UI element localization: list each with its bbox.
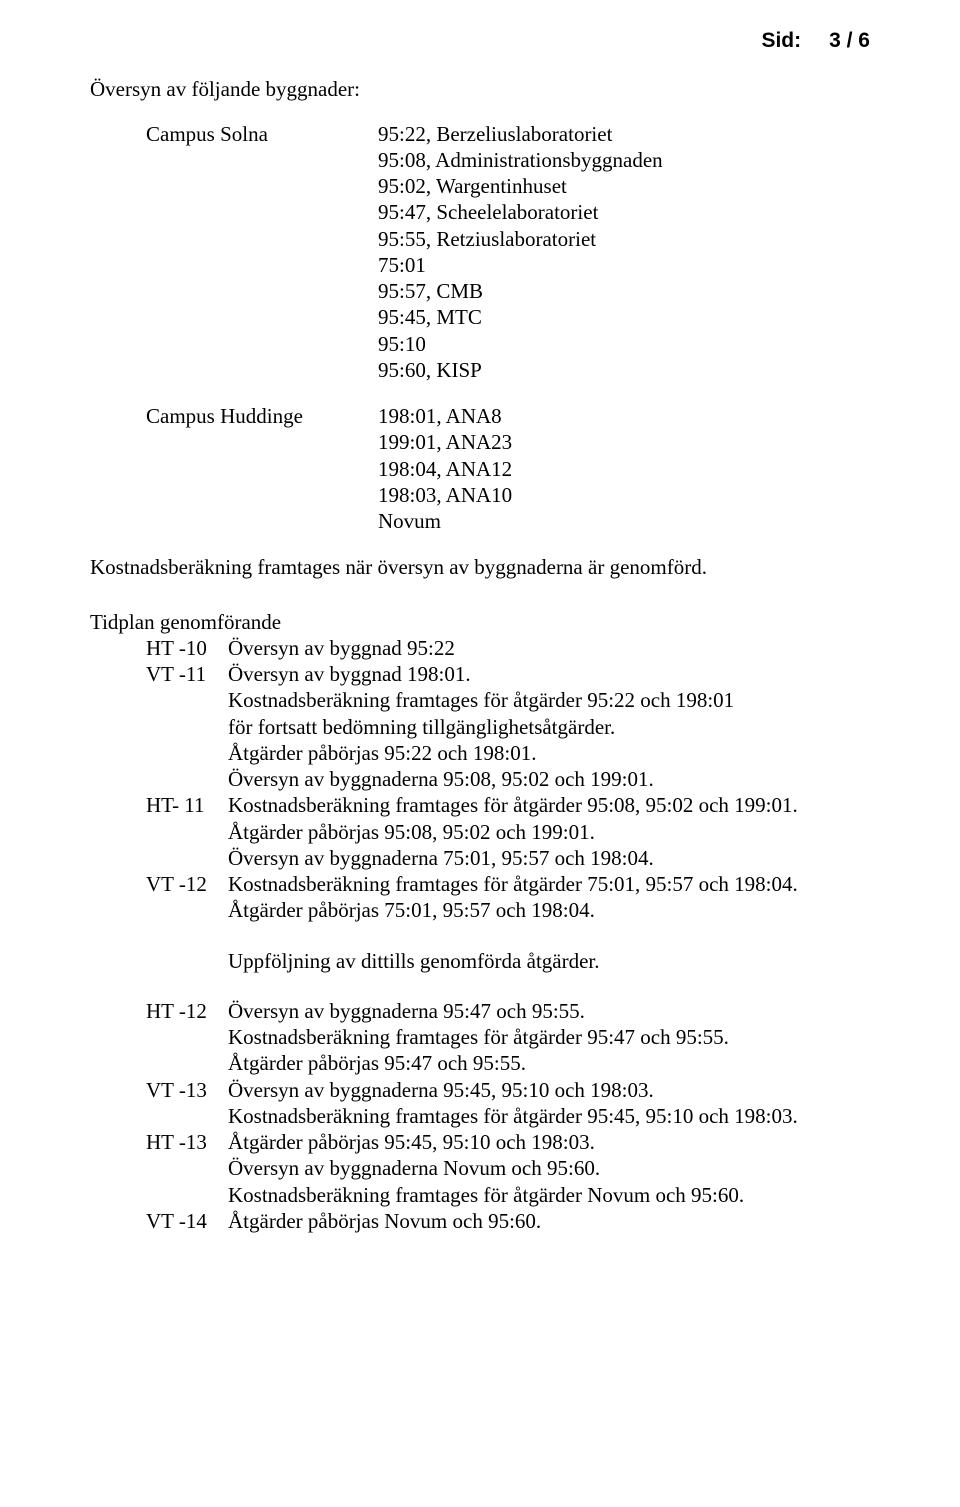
- list-item: 95:60, KISP: [378, 357, 870, 383]
- list-item: 95:55, Retziuslaboratoriet: [378, 226, 870, 252]
- list-item: 199:01, ANA23: [378, 429, 870, 455]
- timeline-line: Översyn av byggnaderna 95:47 och 95:55.: [228, 998, 870, 1024]
- list-item: 95:10: [378, 331, 870, 357]
- timeline-line: Översyn av byggnaderna 75:01, 95:57 och …: [228, 845, 870, 871]
- timeline-line: Kostnadsberäkning framtages för åtgärder…: [228, 687, 870, 713]
- followup-row: Uppföljning av dittills genomförda åtgär…: [146, 948, 870, 974]
- list-item: 95:02, Wargentinhuset: [378, 173, 870, 199]
- group-huddinge-name: Campus Huddinge: [146, 403, 366, 534]
- timeline-title: Tidplan genomförande: [90, 609, 870, 635]
- timeline-row: HT -10 Översyn av byggnad 95:22: [146, 635, 870, 661]
- timeline-line: Översyn av byggnad 198:01.: [228, 661, 870, 687]
- timeline-line: Åtgärder påbörjas 95:22 och 198:01.: [228, 740, 870, 766]
- list-item: 198:03, ANA10: [378, 482, 870, 508]
- timeline-line: Åtgärder påbörjas 75:01, 95:57 och 198:0…: [228, 897, 870, 923]
- timeline-tag: HT -10: [146, 635, 220, 661]
- timeline-line: Kostnadsberäkning framtages för åtgärder…: [228, 1103, 870, 1129]
- timeline-line: Kostnadsberäkning framtages för åtgärder…: [228, 792, 870, 818]
- timeline-line: Översyn av byggnaderna Novum och 95:60.: [228, 1155, 870, 1181]
- cost-note: Kostnadsberäkning framtages när översyn …: [90, 554, 870, 580]
- timeline-line: Översyn av byggnaderna 95:45, 95:10 och …: [228, 1077, 870, 1103]
- group-solna-name: Campus Solna: [146, 121, 366, 384]
- timeline-tag: VT -11: [146, 661, 220, 792]
- timeline-row: VT -13 Översyn av byggnaderna 95:45, 95:…: [146, 1077, 870, 1130]
- timeline-row: VT -12 Kostnadsberäkning framtages för å…: [146, 871, 870, 924]
- timeline-row: VT -14 Åtgärder påbörjas Novum och 95:60…: [146, 1208, 870, 1234]
- followup-text: Uppföljning av dittills genomförda åtgär…: [228, 948, 870, 974]
- page-header-label: Sid:: [761, 29, 801, 52]
- group-solna: Campus Solna 95:22, Berzeliuslaboratorie…: [146, 121, 870, 384]
- timeline-tag: HT -12: [146, 998, 220, 1077]
- timeline-line: Åtgärder påbörjas 95:08, 95:02 och 199:0…: [228, 819, 870, 845]
- timeline-tag: VT -14: [146, 1208, 220, 1234]
- timeline-line: Översyn av byggnaderna 95:08, 95:02 och …: [228, 766, 870, 792]
- timeline-tag: VT -13: [146, 1077, 220, 1130]
- list-item: 95:57, CMB: [378, 278, 870, 304]
- timeline-line: Kostnadsberäkning framtages för åtgärder…: [228, 1182, 870, 1208]
- list-item: 95:47, Scheelelaboratoriet: [378, 199, 870, 225]
- page-header: Sid: 3 / 6: [90, 28, 870, 54]
- timeline-line: Åtgärder påbörjas 95:45, 95:10 och 198:0…: [228, 1129, 870, 1155]
- timeline-line: Åtgärder påbörjas 95:47 och 95:55.: [228, 1050, 870, 1076]
- timeline-line: Kostnadsberäkning framtages för åtgärder…: [228, 1024, 870, 1050]
- timeline-tag: HT- 11: [146, 792, 220, 871]
- group-huddinge: Campus Huddinge 198:01, ANA8 199:01, ANA…: [146, 403, 870, 534]
- section-heading: Översyn av följande byggnader:: [90, 76, 870, 102]
- page-header-number: 3 / 6: [829, 29, 870, 52]
- timeline-line: Översyn av byggnad 95:22: [228, 635, 870, 661]
- timeline-tag: VT -12: [146, 871, 220, 924]
- timeline-line: Åtgärder påbörjas Novum och 95:60.: [228, 1208, 870, 1234]
- list-item: 198:01, ANA8: [378, 403, 870, 429]
- timeline-line: för fortsatt bedömning tillgänglighetsåt…: [228, 714, 870, 740]
- list-item: 95:45, MTC: [378, 304, 870, 330]
- timeline-row: HT -12 Översyn av byggnaderna 95:47 och …: [146, 998, 870, 1077]
- group-solna-items: 95:22, Berzeliuslaboratoriet 95:08, Admi…: [378, 121, 870, 384]
- timeline-row: HT- 11 Kostnadsberäkning framtages för å…: [146, 792, 870, 871]
- list-item: 95:22, Berzeliuslaboratoriet: [378, 121, 870, 147]
- list-item: 95:08, Administrationsbyggnaden: [378, 147, 870, 173]
- timeline-row: VT -11 Översyn av byggnad 198:01. Kostna…: [146, 661, 870, 792]
- timeline-tag: HT -13: [146, 1129, 220, 1208]
- group-huddinge-items: 198:01, ANA8 199:01, ANA23 198:04, ANA12…: [378, 403, 870, 534]
- list-item: 75:01: [378, 252, 870, 278]
- timeline-line: Kostnadsberäkning framtages för åtgärder…: [228, 871, 870, 897]
- timeline-block-1: Tidplan genomförande HT -10 Översyn av b…: [146, 609, 870, 1235]
- list-item: Novum: [378, 508, 870, 534]
- list-item: 198:04, ANA12: [378, 456, 870, 482]
- timeline-row: HT -13 Åtgärder påbörjas 95:45, 95:10 oc…: [146, 1129, 870, 1208]
